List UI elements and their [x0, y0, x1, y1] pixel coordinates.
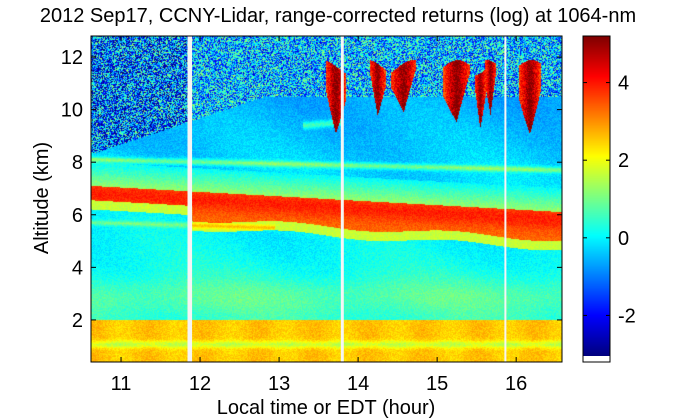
lidar-heatmap [91, 36, 562, 362]
x-tick-label: 16 [505, 373, 527, 395]
x-tick-label: 14 [347, 373, 369, 395]
x-axis-label: Local time or EDT (hour) [217, 397, 436, 419]
chart-title: 2012 Sep17, CCNY-Lidar, range-corrected … [40, 5, 636, 27]
y-tick-label: 6 [72, 205, 83, 227]
colorbar-tick-label: 0 [618, 228, 629, 250]
colorbar: -2 0 2 4 [582, 35, 636, 363]
y-tick-label: 2 [72, 310, 83, 332]
y-tick-label: 8 [72, 152, 83, 174]
plot-frame [90, 35, 563, 363]
y-tick-label: 12 [61, 47, 83, 69]
data-gap-line [504, 36, 507, 362]
x-tick-label: 12 [189, 373, 211, 395]
data-gap-line [340, 36, 344, 362]
x-axis: 11 12 13 14 15 16 [111, 36, 527, 395]
y-tick-label: 4 [72, 257, 83, 279]
y-axis-label: Altitude (km) [31, 142, 53, 254]
x-tick-label: 15 [426, 373, 448, 395]
x-tick-label: 13 [268, 373, 290, 395]
y-axis: 2 4 6 8 10 12 [61, 47, 562, 332]
colorbar-tick-label: 2 [618, 150, 629, 172]
data-gap-line [189, 36, 193, 362]
x-tick-label: 11 [111, 373, 132, 395]
heatmap-plot-area [90, 35, 563, 363]
colorbar-frame [582, 35, 611, 363]
colorbar-tick-label: -2 [618, 305, 636, 327]
colorbar-gradient [583, 36, 610, 356]
data-gap-line [187, 36, 191, 362]
colorbar-tick-label: 4 [618, 73, 629, 95]
y-tick-label: 10 [61, 100, 83, 122]
